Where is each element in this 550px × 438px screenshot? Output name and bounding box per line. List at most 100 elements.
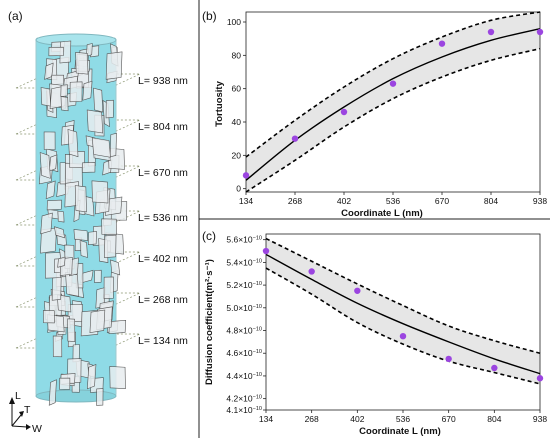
particle-flake: [48, 46, 64, 57]
particle-flake: [57, 256, 66, 268]
particle-flake: [49, 154, 58, 172]
particle-flake: [67, 318, 76, 342]
x-tick-label: 134: [239, 196, 253, 206]
particle-flake: [86, 43, 93, 57]
slice-labels: L= 938 nm L= 804 nm L= 670 nm L= 536 nm L= 4…: [138, 75, 188, 347]
particle-flake: [108, 320, 127, 334]
data-point: [438, 40, 446, 47]
y-tick-label: 100: [227, 17, 241, 27]
y-tick-label: 4.4×10−10: [226, 371, 262, 381]
x-tick-label: 402: [337, 196, 351, 206]
tortuosity-points: [242, 28, 544, 179]
slice-label: L= 134 nm: [138, 335, 188, 347]
data-point: [536, 375, 544, 382]
tortuosity-x-label: Coordinate L (nm): [341, 208, 423, 219]
particle-flake: [60, 96, 69, 112]
x-tick-label: 536: [386, 196, 400, 206]
particle-flake: [39, 152, 51, 179]
panel-a-label: (a): [8, 9, 23, 23]
x-tick-label: 670: [435, 196, 449, 206]
y-tick-label: 0: [236, 184, 241, 194]
x-tick-label: 134: [259, 414, 273, 424]
particle-flake: [40, 227, 57, 254]
particle-flake: [74, 185, 87, 213]
y-tick-label: 4.8×10−10: [226, 326, 262, 336]
x-tick-label: 804: [484, 196, 498, 206]
diffusion-y-label: Diffusion coefficient(m²·s⁻¹): [204, 259, 215, 385]
particle-flake: [96, 388, 104, 406]
slice-label: L= 804 nm: [138, 121, 188, 133]
data-point: [354, 287, 361, 294]
x-tick-label: 938: [533, 414, 547, 424]
particle-flake: [110, 259, 121, 276]
tortuosity-ticks: 134 268 402 536 670 804 938 0 20 40 60 80 100: [227, 17, 548, 206]
x-tick-label: 670: [442, 414, 456, 424]
panel-b-label: (b): [202, 9, 217, 23]
particle-flake: [45, 180, 56, 200]
y-tick-label: 4.2×10−10: [226, 394, 262, 404]
y-tick-label: 20: [232, 150, 242, 160]
slice-label: L= 268 nm: [138, 294, 188, 306]
x-tick-label: 804: [487, 414, 501, 424]
diffusion-fit-line: [265, 253, 541, 375]
particle-flake: [54, 226, 65, 239]
y-tick-label: 4.1×10−10: [226, 405, 262, 415]
particle-flake: [93, 87, 104, 113]
particle-flake: [51, 276, 62, 301]
particle-flake: [101, 218, 117, 236]
tortuosity-confidence-band: [246, 12, 540, 192]
data-point: [399, 332, 407, 340]
particle-flake: [73, 229, 89, 241]
slice-label: L= 938 nm: [138, 75, 188, 87]
data-point: [340, 108, 348, 116]
data-point: [491, 364, 498, 372]
data-point: [262, 247, 270, 255]
particle-flake: [79, 240, 88, 258]
particle-flake: [82, 80, 93, 101]
y-tick-label: 5.0×10−10: [226, 303, 262, 313]
diffusion-ticks: 134 268 402 536 670 804 938 4.1×10−104.2×10−10 4…: [226, 235, 547, 424]
slice-label: L= 670 nm: [138, 167, 188, 179]
particle-flakes: [38, 40, 128, 406]
slice-label: L= 536 nm: [138, 212, 188, 224]
particle-flake: [40, 87, 52, 107]
particle-flake: [89, 309, 106, 334]
particle-flake: [57, 210, 65, 223]
x-tick-label: 938: [533, 196, 547, 206]
cylinder-top: [35, 33, 117, 47]
x-tick-label: 536: [396, 414, 410, 424]
axis-triad: L T W: [9, 390, 42, 435]
particle-flake: [59, 377, 71, 390]
x-tick-label: 268: [288, 196, 302, 206]
y-tick-label: 5.4×10−10: [226, 257, 262, 267]
particle-flake: [109, 366, 126, 390]
particle-flake: [91, 180, 109, 204]
particle-flake: [88, 231, 97, 246]
particle-flake: [40, 212, 53, 235]
diffusion-upper-bound: [265, 237, 541, 354]
data-point: [536, 28, 544, 36]
data-point: [291, 135, 299, 142]
y-tick-label: 4.6×10−10: [226, 348, 262, 358]
particle-flake: [105, 51, 123, 80]
x-tick-label: 402: [350, 414, 364, 424]
x-tick-label: 268: [305, 414, 319, 424]
diffusion-chart: 134 268 402 536 670 804 938 4.1×10−104.2×10−10 4…: [204, 233, 547, 437]
tortuosity-y-label: Tortuosity: [214, 80, 225, 126]
tortuosity-upper-bound: [245, 11, 541, 158]
tortuosity-lower-bound: [245, 47, 541, 193]
diffusion-points: [262, 247, 544, 382]
data-point: [308, 268, 315, 275]
particle-flake: [59, 40, 72, 64]
cylinder-panel: L= 938 nm L= 804 nm L= 670 nm L= 536 nm L= 4…: [15, 33, 188, 406]
particle-flake: [91, 137, 111, 158]
y-tick-label: 5.2×10−10: [226, 280, 262, 290]
particle-flake: [65, 271, 79, 297]
tortuosity-chart: 134 268 402 536 670 804 938 0 20 40 60 80 100 Coordi…: [214, 11, 548, 219]
particle-flake: [104, 234, 117, 259]
axis-W-label: W: [32, 423, 42, 435]
y-tick-label: 40: [232, 117, 242, 127]
y-tick-label: 60: [232, 84, 242, 94]
particle-flake: [86, 363, 97, 390]
